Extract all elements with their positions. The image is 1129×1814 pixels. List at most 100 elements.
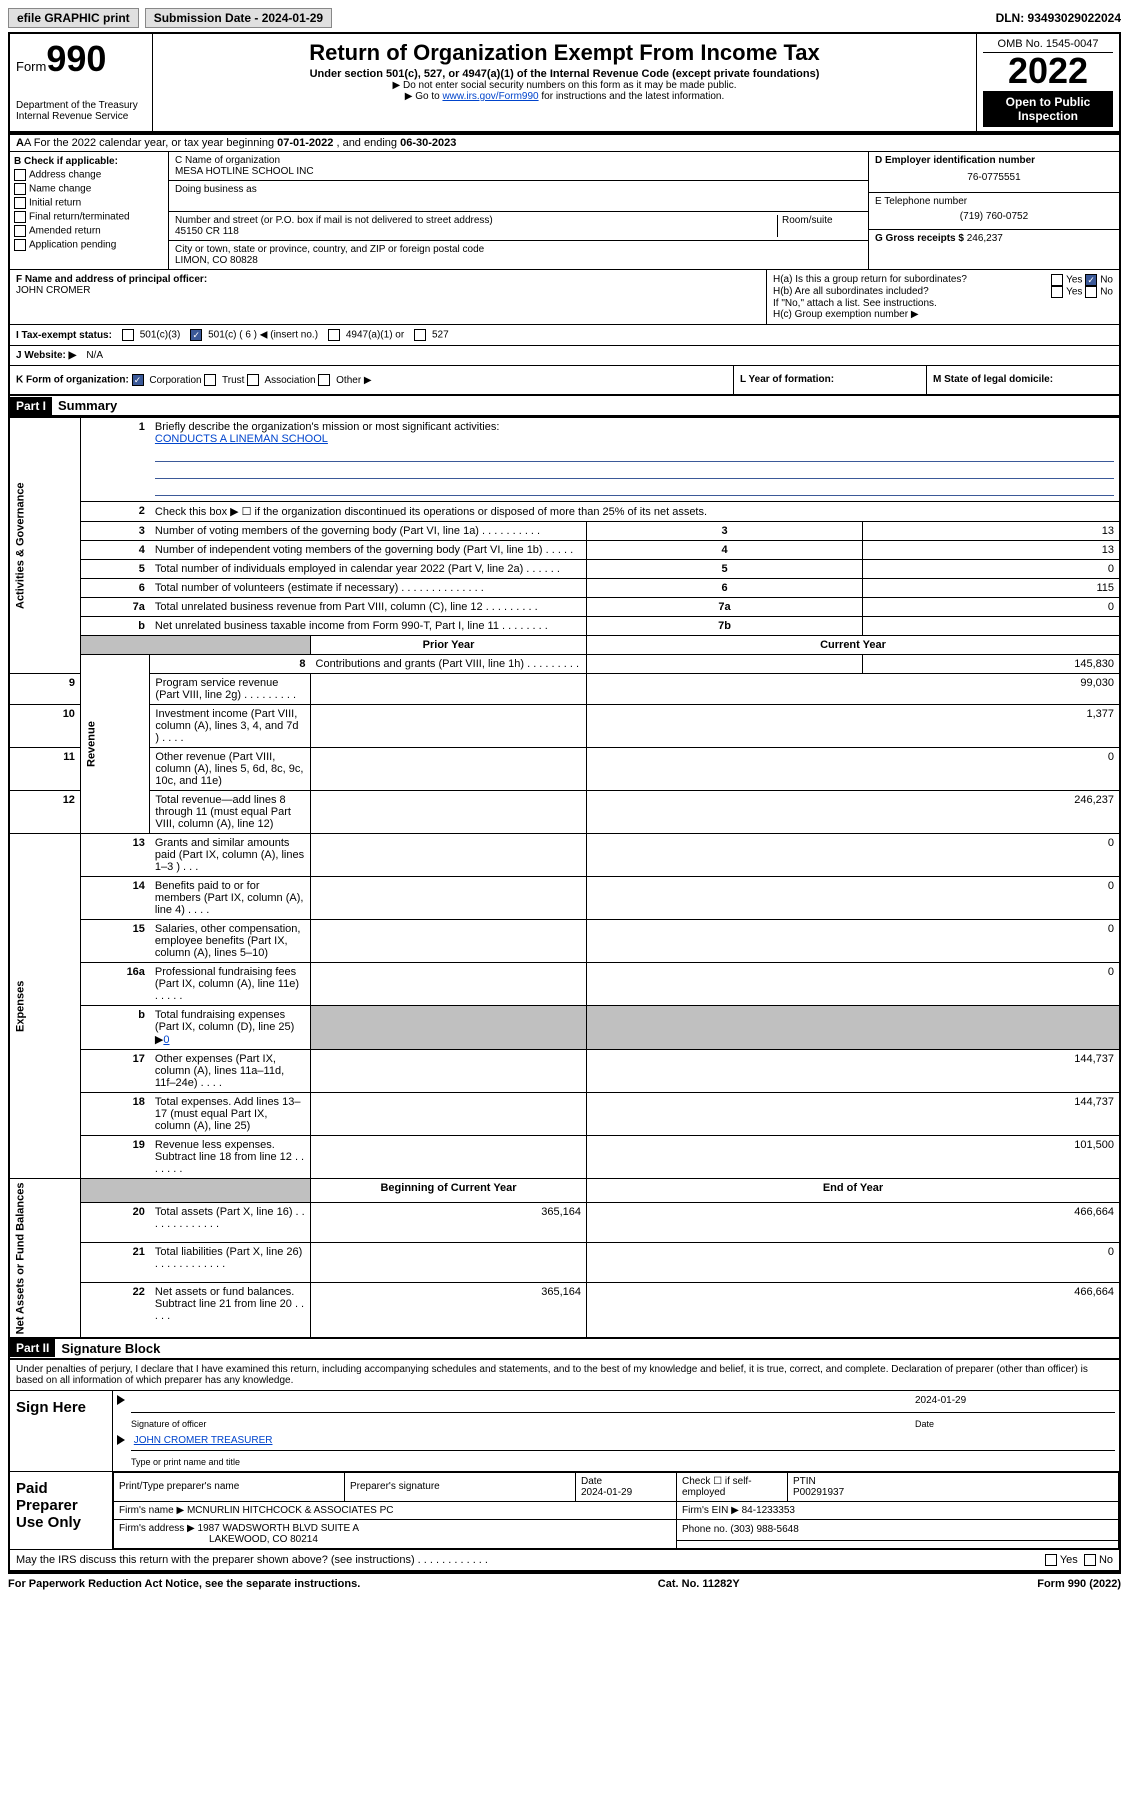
app-pending-check[interactable]: Application pending (14, 239, 164, 251)
submission-date-button[interactable]: Submission Date - 2024-01-29 (145, 8, 332, 28)
assoc-check[interactable]: Association (247, 375, 315, 386)
line12: Total revenue—add lines 8 through 11 (mu… (150, 791, 311, 834)
line17: Other expenses (Part IX, column (A), lin… (150, 1050, 311, 1093)
line9-val: 99,030 (587, 674, 1120, 705)
line12-val: 246,237 (587, 791, 1120, 834)
line1-label: Briefly describe the organization's miss… (155, 421, 499, 433)
line6: Total number of volunteers (estimate if … (150, 579, 587, 598)
open-inspection: Open to Public Inspection (983, 91, 1113, 127)
date-label: Date (915, 1419, 1115, 1429)
phone-value: (719) 760-0752 (875, 207, 1113, 226)
line18-val: 144,737 (587, 1093, 1120, 1136)
discuss-yes[interactable]: Yes (1045, 1554, 1078, 1566)
501c-check[interactable]: ✓ 501(c) ( 6 ) ◀ (insert no.) (190, 329, 318, 341)
line18: Total expenses. Add lines 13–17 (must eq… (150, 1093, 311, 1136)
line13: Grants and similar amounts paid (Part IX… (150, 834, 311, 877)
line16b: Total fundraising expenses (Part IX, col… (150, 1006, 311, 1050)
section-f-label: F Name and address of principal officer: (16, 274, 207, 285)
begin-year-hdr: Beginning of Current Year (311, 1179, 587, 1203)
501c3-check[interactable]: 501(c)(3) (122, 329, 180, 341)
line5-val: 0 (863, 560, 1120, 579)
arrow-icon (117, 1435, 125, 1445)
line17-val: 144,737 (587, 1050, 1120, 1093)
line21-begin (311, 1242, 587, 1282)
declaration-text: Under penalties of perjury, I declare th… (10, 1360, 1119, 1391)
firm-name-label: Firm's name ▶ (119, 1505, 187, 1516)
ha-label: H(a) Is this a group return for subordin… (773, 274, 1051, 286)
hb-label: H(b) Are all subordinates included? (773, 286, 1051, 298)
irs-link[interactable]: www.irs.gov/Form990 (442, 91, 538, 102)
sig-date: 2024-01-29 (915, 1395, 1115, 1406)
footer-right: Form 990 (2022) (1037, 1578, 1121, 1590)
ein-value: 76-0775551 (875, 166, 1113, 189)
gross-value: 246,237 (967, 233, 1003, 244)
firm-name: MCNURLIN HITCHCOCK & ASSOCIATES PC (187, 1505, 394, 1516)
line13-val: 0 (587, 834, 1120, 877)
form-title: Return of Organization Exempt From Incom… (159, 40, 970, 66)
line20: Total assets (Part X, line 16) . . . . .… (150, 1203, 311, 1243)
side-expenses: Expenses (9, 834, 80, 1179)
side-revenue: Revenue (80, 655, 149, 834)
addr-change-check[interactable]: Address change (14, 169, 164, 181)
prior-year-hdr: Prior Year (311, 636, 587, 655)
goto-note: ▶ Go to www.irs.gov/Form990 for instruct… (159, 91, 970, 102)
line19-val: 101,500 (587, 1136, 1120, 1179)
side-governance: Activities & Governance (9, 418, 80, 674)
prep-date-label: Date (581, 1476, 602, 1487)
officer-name-title: JOHN CROMER TREASURER (134, 1435, 273, 1446)
irs-label: Internal Revenue Service (16, 111, 146, 122)
section-i-label: I Tax-exempt status: (16, 330, 112, 341)
line3: Number of voting members of the governin… (150, 522, 587, 541)
line14-val: 0 (587, 877, 1120, 920)
dln-label: DLN: 93493029022024 (996, 11, 1121, 25)
section-j-label: J Website: ▶ (16, 350, 76, 361)
trust-check[interactable]: Trust (204, 375, 244, 386)
paid-preparer-label: Paid Preparer Use Only (10, 1472, 113, 1549)
line7b-val (863, 617, 1120, 636)
initial-return-check[interactable]: Initial return (14, 197, 164, 209)
amended-check[interactable]: Amended return (14, 225, 164, 237)
line4: Number of independent voting members of … (150, 541, 587, 560)
line16a: Professional fundraising fees (Part IX, … (150, 963, 311, 1006)
part2-header: Part II (10, 1339, 55, 1357)
discuss-no[interactable]: No (1084, 1554, 1113, 1566)
4947-check[interactable]: 4947(a)(1) or (328, 329, 404, 341)
name-change-check[interactable]: Name change (14, 183, 164, 195)
line8: Contributions and grants (Part VIII, lin… (311, 655, 587, 674)
firm-addr2: LAKEWOOD, CO 80214 (209, 1534, 318, 1545)
firm-phone-label: Phone no. (682, 1524, 730, 1535)
527-check[interactable]: 527 (414, 329, 448, 341)
section-a-row: AA For the 2022 calendar year, or tax ye… (8, 135, 1121, 152)
efile-button[interactable]: efile GRAPHIC print (8, 8, 139, 28)
prep-sig-label: Preparer's signature (345, 1472, 576, 1501)
line21: Total liabilities (Part X, line 26) . . … (150, 1242, 311, 1282)
end-year-hdr: End of Year (587, 1179, 1120, 1203)
section-b-label: B Check if applicable: (14, 156, 164, 167)
line7a: Total unrelated business revenue from Pa… (150, 598, 587, 617)
room-label: Room/suite (782, 215, 862, 226)
line15-val: 0 (587, 920, 1120, 963)
firm-ein: 84-1233353 (742, 1505, 795, 1516)
discuss-label: May the IRS discuss this return with the… (16, 1554, 1045, 1566)
dba-label: Doing business as (175, 184, 862, 195)
final-return-check[interactable]: Final return/terminated (14, 211, 164, 223)
self-employed-check[interactable]: Check ☐ if self-employed (677, 1472, 788, 1501)
line16a-val: 0 (587, 963, 1120, 1006)
tax-year: 2022 (983, 53, 1113, 89)
org-name: MESA HOTLINE SCHOOL INC (175, 166, 862, 177)
other-check[interactable]: Other ▶ (318, 375, 371, 386)
part2-title: Signature Block (55, 1339, 166, 1358)
part1-header: Part I (10, 397, 52, 415)
mission-text: CONDUCTS A LINEMAN SCHOOL (155, 433, 328, 445)
officer-name: JOHN CROMER (16, 285, 760, 296)
line7b: Net unrelated business taxable income fr… (150, 617, 587, 636)
line19: Revenue less expenses. Subtract line 18 … (150, 1136, 311, 1179)
firm-phone: (303) 988-5648 (730, 1524, 798, 1535)
street-label: Number and street (or P.O. box if mail i… (175, 215, 777, 226)
line22-begin: 365,164 (311, 1282, 587, 1338)
ptin-value: P00291937 (793, 1487, 844, 1498)
ha-answer[interactable]: Yes ✓No (1051, 274, 1113, 286)
state-domicile: M State of legal domicile: (926, 366, 1119, 394)
hb-answer[interactable]: Yes No (1051, 286, 1113, 298)
corp-check[interactable]: ✓ Corporation (132, 375, 202, 386)
